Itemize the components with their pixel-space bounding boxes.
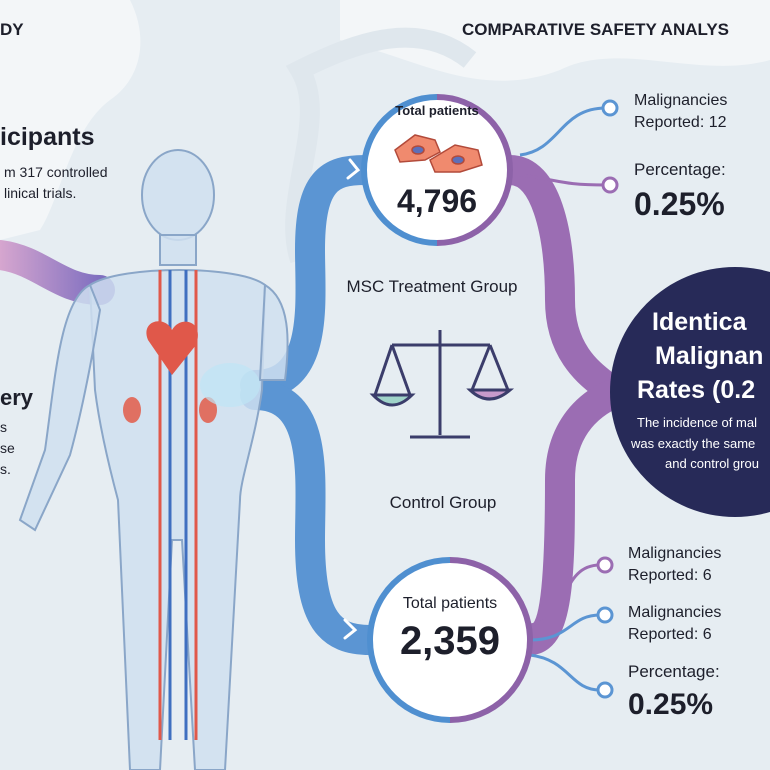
left-heading: ery [0,385,34,410]
body-figure-part [18,283,102,532]
cell-icon-part [411,145,425,155]
left-line: se [0,440,15,456]
conclusion-body: was exactly the same [630,436,755,451]
body-figure-part [258,283,289,381]
scale-icon-part [466,388,515,401]
conclusion-heading: Rates (0.2 [637,376,755,404]
total-label: Total patients [395,103,479,118]
detail: Percentage: [628,662,720,681]
detail: Percentage: [634,160,726,179]
total-label: Total patients [403,595,497,612]
branch-dots-part [601,176,619,194]
organs-part [146,321,198,375]
pipes-part [495,155,625,405]
detail: Malignancies [628,604,721,621]
header-left: DY [0,20,24,39]
conclusion-heading: Malignan [655,342,763,370]
detail-value: 0.25% [634,186,725,222]
conclusion-text: Identica Malignan Rates (0.2 The inciden… [630,308,763,471]
pipes-part [0,240,115,305]
branch-dots-part [596,681,614,699]
control-circle [367,557,533,723]
body-figure-part [159,234,197,266]
cell-icon [394,134,483,173]
pipes-part [515,380,625,655]
left-line: m 317 controlled [4,164,108,180]
pipes-part [346,158,361,180]
left-heading: icipants [0,123,94,151]
detail: Reported: 6 [628,567,712,584]
branch-dots-part [596,606,614,624]
body-figure-part [141,149,215,241]
conclusion-body: and control grou [665,456,759,471]
left-line: s. [0,461,11,477]
branches-part [519,173,607,187]
organs [123,270,260,740]
background-part [340,0,770,81]
detail-value: 0.25% [628,688,713,721]
conclusion-circle [610,267,770,517]
left-line: linical trials. [4,185,76,201]
conclusion-body: The incidence of mal [637,415,757,430]
pipes-part [343,618,358,640]
branches [519,106,607,692]
scale-icon-part [369,393,416,407]
detail: Malignancies [628,545,721,562]
pipes-part [240,155,380,400]
branches-part [519,106,607,157]
organs-part [200,363,260,407]
header-title: COMPARATIVE SAFETY ANALYS [462,20,729,39]
left-line: s [0,419,7,435]
detail: Reported: 6 [628,626,712,643]
total-value: 2,359 [400,619,500,663]
scale-icon-part [373,344,510,396]
branch-dots [596,99,619,699]
branches-part [529,563,601,627]
branch-dots-part [596,556,614,574]
body-figure [18,149,289,770]
pipes [0,155,625,655]
detail: Malignancies [634,92,727,109]
branch-dots-part [601,99,619,117]
organs-part [199,397,217,423]
total-value: 4,796 [397,183,477,219]
group-label: MSC Treatment Group [346,277,517,296]
detail: Reported: 12 [634,114,727,131]
background-part [0,0,141,240]
branches-part [529,653,601,692]
background [0,0,770,264]
group-label: Control Group [390,493,497,512]
cell-icon-part [451,155,465,165]
branches-part [529,613,601,642]
pipes-part [240,380,385,655]
organs-part [123,397,141,423]
background-part [285,27,477,264]
scale-icon [369,330,515,439]
conclusion-heading: Identica [652,308,748,336]
